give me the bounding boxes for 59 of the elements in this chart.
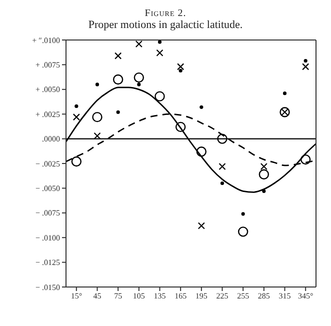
point [198, 222, 205, 230]
y-tick-label: − .0025 [35, 159, 60, 168]
point [175, 122, 186, 132]
point [158, 40, 162, 44]
point [302, 63, 310, 70]
point [71, 156, 82, 167]
point [196, 146, 207, 157]
y-tick-label: + .0050 [35, 85, 60, 94]
point [156, 49, 164, 56]
y-tick-label: + ″.0100 [32, 36, 60, 45]
point [112, 74, 124, 85]
point [282, 92, 287, 96]
point [260, 162, 268, 170]
point [241, 212, 245, 216]
x-tick-label: 15° [70, 292, 82, 301]
point [137, 82, 141, 86]
point [218, 162, 226, 170]
x-tick-label: 195 [195, 292, 208, 301]
point [114, 52, 122, 60]
chart-title: Figure 2. [144, 8, 188, 19]
y-tick-label: − .0075 [35, 208, 60, 218]
x-tick-label: 315 [278, 292, 291, 301]
y-tick-label: + .0075 [35, 60, 60, 70]
point [134, 72, 144, 83]
y-tick-label: − .0100 [35, 233, 60, 242]
x-tick-label: 255 [237, 292, 250, 301]
point [154, 91, 165, 102]
point [135, 40, 142, 48]
point [304, 58, 308, 63]
x-tick-label: 135 [154, 292, 166, 301]
point [200, 105, 204, 109]
chart-subtitle: Proper motions in galactic latitude. [87, 19, 244, 31]
point [95, 82, 100, 86]
y-tick-label: + .0025 [35, 110, 60, 119]
x-tick-label: 225 [216, 292, 228, 301]
y-tick-label: − .0125 [35, 258, 60, 268]
point [258, 169, 270, 180]
point [220, 181, 224, 186]
point [72, 114, 80, 121]
point [177, 63, 184, 70]
point [217, 134, 228, 144]
x-tick-label: 285 [258, 292, 270, 301]
point [116, 110, 120, 114]
point [74, 104, 78, 108]
y-tick-label: − .0150 [35, 282, 60, 292]
point [94, 132, 101, 140]
point [238, 226, 248, 237]
point [300, 154, 311, 165]
y-tick-label: − .0050 [35, 184, 60, 194]
x-tick-label: 75 [114, 292, 122, 301]
x-tick-label: 165 [174, 292, 187, 301]
x-tick-label: 345° [298, 292, 314, 301]
y-tick-label: .0000 [42, 134, 60, 144]
point [262, 189, 266, 193]
line-series [66, 86, 316, 193]
x-tick-label: 105 [132, 292, 145, 301]
point [92, 112, 102, 122]
point [178, 68, 182, 72]
x-tick-label: 45 [93, 292, 102, 301]
